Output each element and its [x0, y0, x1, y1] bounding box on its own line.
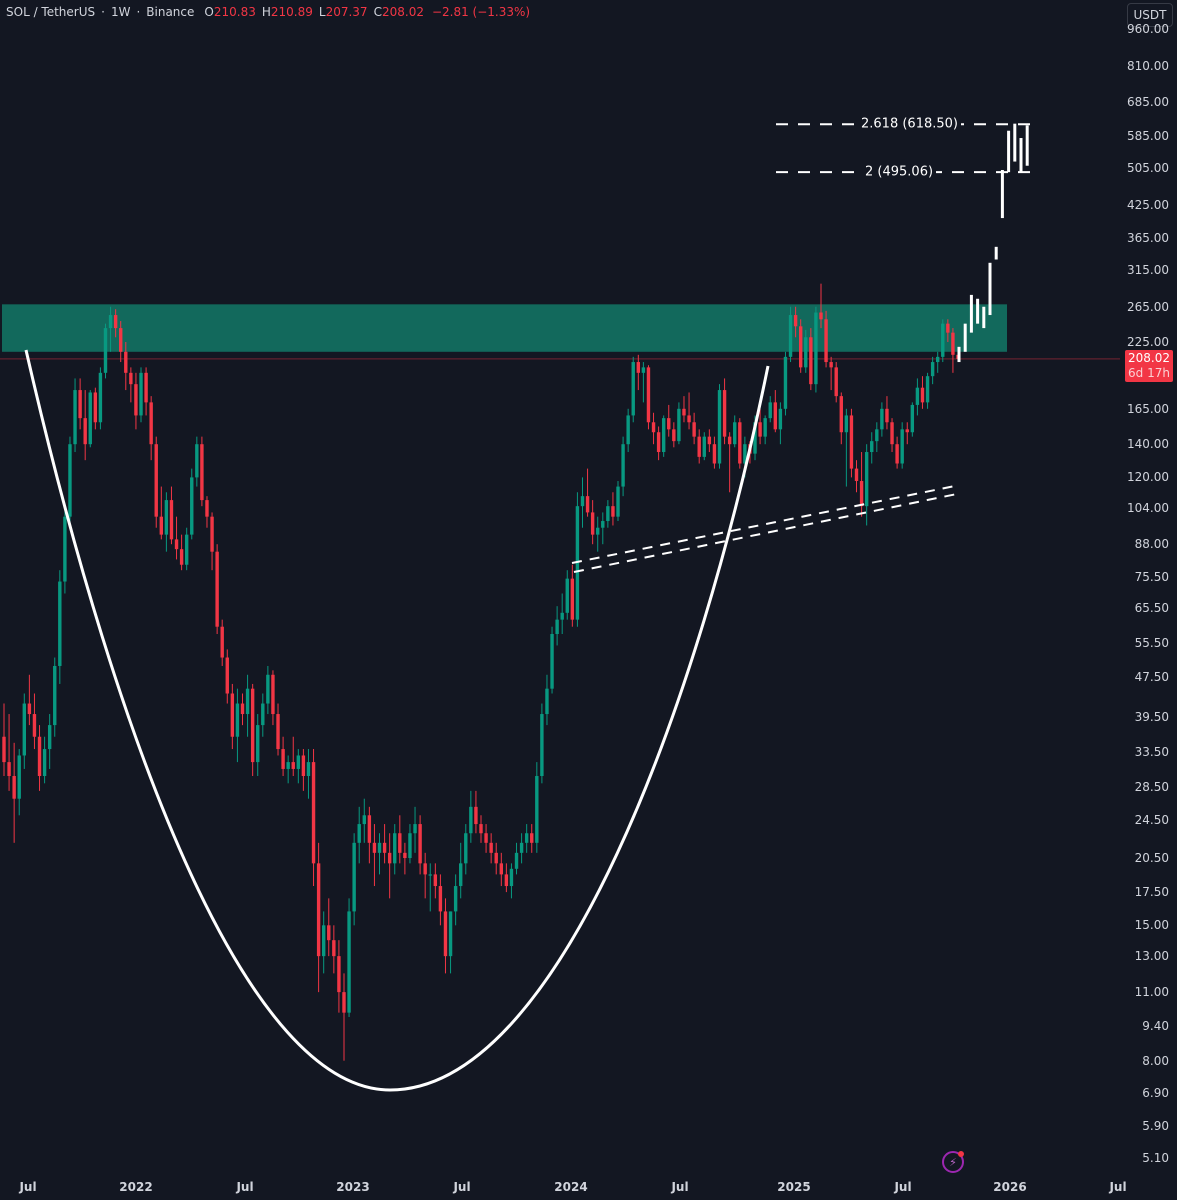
- price-tick: 15.00: [1134, 918, 1169, 933]
- price-tick: 65.50: [1134, 600, 1169, 615]
- time-tick: Jul: [19, 1180, 37, 1194]
- price-tick: 88.00: [1134, 537, 1169, 552]
- price-tick: 47.50: [1134, 670, 1169, 685]
- cup-curve: [24, 349, 770, 1092]
- lightning-icon[interactable]: ⚡: [942, 1151, 964, 1173]
- open-label: O: [204, 5, 214, 19]
- support-line-lower: [573, 493, 958, 573]
- last-price-value: 208.02: [1128, 351, 1170, 365]
- last-price-tag: 208.02 6d 17h: [1125, 350, 1173, 382]
- price-tick: 425.00: [1127, 198, 1169, 212]
- price-tick: 225.00: [1127, 335, 1169, 349]
- time-tick: Jul: [894, 1180, 912, 1194]
- currency-button[interactable]: USDT: [1127, 3, 1173, 27]
- projection-bars[interactable]: [957, 123, 1029, 363]
- price-tick: 8.00: [1142, 1053, 1169, 1068]
- candlestick-series: [2, 283, 960, 1061]
- symbol-name[interactable]: SOL / TetherUS: [6, 5, 96, 19]
- price-tick: 315.00: [1127, 262, 1169, 277]
- fib-level-label: 2.618 (618.50): [858, 116, 961, 132]
- price-tick: 9.40: [1142, 1018, 1169, 1033]
- time-tick: 2023: [336, 1180, 370, 1194]
- price-tick: 75.50: [1134, 570, 1169, 585]
- price-tick: 28.50: [1134, 780, 1169, 795]
- time-tick: Jul: [453, 1180, 471, 1194]
- price-tick: 39.50: [1134, 709, 1169, 724]
- price-tick: 20.50: [1134, 851, 1169, 866]
- price-tick: 55.50: [1134, 636, 1169, 651]
- price-tick: 365.00: [1127, 230, 1169, 245]
- price-tick: 960.00: [1127, 22, 1169, 37]
- price-tick: 120.00: [1127, 470, 1169, 485]
- low-label: L: [318, 5, 326, 19]
- change-value: −2.81 (−1.33%): [431, 5, 531, 19]
- price-tick: 165.00: [1127, 401, 1169, 416]
- price-tick: 5.10: [1142, 1150, 1169, 1165]
- time-tick: 2025: [777, 1180, 811, 1194]
- time-tick: 2022: [119, 1180, 153, 1194]
- price-tick: 585.00: [1127, 129, 1169, 144]
- price-tick: 505.00: [1127, 160, 1169, 175]
- support-line-upper: [571, 485, 956, 564]
- close-value: 208.02: [381, 5, 424, 19]
- notification-dot: [958, 1151, 964, 1157]
- close-label: C: [373, 5, 382, 19]
- price-tick: 17.50: [1134, 885, 1169, 900]
- price-tick: 685.00: [1127, 95, 1169, 110]
- price-tick: 33.50: [1134, 745, 1169, 760]
- price-tick: 140.00: [1127, 437, 1169, 452]
- high-label: H: [261, 5, 271, 19]
- price-tick: 13.00: [1134, 949, 1169, 964]
- low-value: 207.37: [325, 5, 368, 19]
- time-tick: Jul: [236, 1180, 254, 1194]
- resistance-zone[interactable]: [2, 304, 1007, 352]
- fib-level-label: 2 (495.06): [862, 164, 937, 180]
- time-tick: 2026: [993, 1180, 1027, 1194]
- time-tick: Jul: [1109, 1180, 1127, 1194]
- price-tick: 11.00: [1134, 985, 1169, 1000]
- interval[interactable]: 1W: [110, 5, 131, 19]
- time-tick: 2024: [554, 1180, 588, 1194]
- price-tick: 24.50: [1134, 812, 1169, 827]
- price-tick: 6.90: [1142, 1085, 1169, 1100]
- high-value: 210.89: [270, 5, 313, 19]
- bar-countdown: 6d 17h: [1128, 366, 1170, 380]
- price-tick: 810.00: [1127, 59, 1169, 74]
- price-tick: 5.90: [1142, 1119, 1169, 1134]
- exchange: Binance: [146, 5, 195, 19]
- open-value: 210.83: [213, 5, 256, 19]
- time-tick: Jul: [671, 1180, 689, 1194]
- price-tick: 104.00: [1127, 501, 1169, 516]
- drawings[interactable]: [24, 123, 1032, 1092]
- price-tick: 265.00: [1127, 299, 1169, 314]
